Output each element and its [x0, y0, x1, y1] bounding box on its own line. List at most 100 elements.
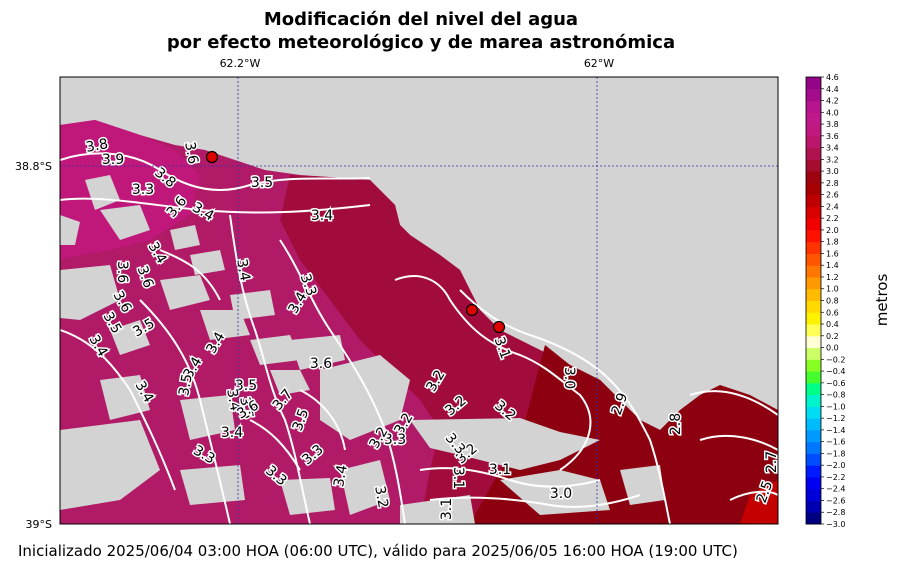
colorbar-tick-label: 1.8 [826, 238, 839, 247]
contour-label: 3.5 [235, 378, 257, 394]
chart-title: Modificación del nivel del agua por efec… [0, 8, 842, 54]
colorbar-tick-label: −2.2 [826, 473, 845, 482]
title-line-1: Modificación del nivel del agua [263, 9, 579, 30]
colorbar-tick-label: 1.2 [826, 273, 839, 282]
colorbar-segment [806, 312, 821, 325]
colorbar-tick-label: 4.0 [826, 108, 839, 117]
contour-label: 3.5 [236, 396, 256, 421]
lat-tick-2: 39°S [26, 518, 52, 531]
colorbar-segment [806, 382, 821, 396]
gridlines [60, 77, 778, 524]
lon-tick-2: 62°W [584, 57, 614, 70]
contour-label: 3.1 [450, 467, 466, 489]
map-frame [59, 76, 779, 525]
colorbar-segment [806, 218, 821, 231]
contour-label: 3.1 [489, 462, 511, 478]
land-blocks [60, 77, 778, 524]
colorbar-ticks: 4.6 4.4 4.2 4.0 3.8 3.6 3.4 3.2 3.0 2.8 2.6 2.4 2.2 2… [821, 73, 845, 529]
colorbar-tick-label: 0.2 [826, 332, 839, 341]
contour-label: 3.0 [550, 486, 572, 502]
colorbar-tick-label: −1.0 [826, 402, 845, 411]
water-region-northwest [60, 120, 200, 260]
colorbar-tick-label: 2.6 [826, 191, 839, 200]
colorbar-tick-label: 0.0 [826, 344, 839, 353]
colorbar-segment [806, 371, 821, 384]
colorbar-tick-label: −0.8 [826, 391, 845, 400]
colorbar-segment [806, 347, 821, 360]
colorbar-segment [806, 465, 821, 478]
contour-label: 3.4 [311, 208, 333, 224]
colorbar-segment [806, 418, 821, 431]
contour-label: 3.0 [561, 367, 577, 389]
colorbar-segment [806, 206, 821, 219]
colorbar-tick-label: −1.2 [826, 414, 845, 423]
contour-label: 3.4 [221, 425, 243, 441]
colorbar-tick-label: −3.0 [826, 520, 845, 529]
colorbar-tick-label: −2.6 [826, 496, 845, 505]
colorbar-tick-label: 1.4 [826, 261, 839, 270]
colorbar-segment [806, 159, 821, 172]
colorbar-segment [806, 88, 821, 102]
colorbar-tick-label: 4.4 [826, 85, 839, 94]
colorbar-segment [806, 488, 821, 501]
contour-lines [60, 152, 778, 524]
colorbar-segment [806, 512, 821, 525]
colorbar-tick-label: 3.8 [826, 120, 839, 129]
station-marker-3[interactable] [492, 320, 506, 334]
title-line-2: por efecto meteorológico y de marea astr… [166, 32, 676, 53]
colorbar-segment [806, 500, 821, 513]
contour-label: 3.6 [114, 261, 130, 283]
colorbar-segment [806, 77, 821, 90]
contour-label: 3.6 [310, 356, 332, 372]
colorbar-tick-label: −0.4 [826, 367, 845, 376]
colorbar-segment [806, 194, 821, 207]
validity-caption: Inicializado 2025/06/04 03:00 HOA (06:00… [18, 542, 738, 560]
lat-tick-1: 38.8°S [15, 160, 52, 173]
colorbar-label: metros [873, 274, 891, 327]
colorbar-tick-label: −2.0 [826, 461, 845, 470]
station-marker-1[interactable] [205, 150, 219, 164]
colorbar-segment [806, 476, 821, 490]
colorbar-segment [806, 241, 821, 254]
station-marker-2[interactable] [465, 303, 479, 317]
colorbar-segment [806, 100, 821, 113]
colorbar-segment [806, 429, 821, 443]
colorbar-tick-label: 3.0 [826, 167, 839, 176]
colorbar-segment [806, 324, 821, 337]
contour-label: 3.1 [439, 498, 455, 520]
contour-label: 3.3 [384, 432, 406, 448]
colorbar-segment [806, 359, 821, 372]
colorbar-segment [806, 300, 821, 313]
colorbar-tick-label: 1.0 [826, 285, 839, 294]
contour-label: 3.4 [233, 258, 253, 283]
colorbar-segment [806, 229, 821, 243]
colorbar-segment [806, 335, 821, 349]
colorbar [805, 76, 822, 525]
contour-label: 3.2 [371, 485, 391, 510]
contour-label: 3.9 [102, 152, 124, 168]
contour-label: 3.8 [85, 136, 110, 156]
station-markers [205, 150, 506, 334]
colorbar-segment [806, 112, 821, 125]
contour-label: 3.6 [181, 141, 201, 166]
colorbar-segment [806, 182, 821, 196]
contour-label: 3.4 [331, 464, 351, 489]
lon-tick-1: 62.2°W [220, 57, 261, 70]
colorbar-segment [806, 147, 821, 160]
colorbar-tick-label: −0.6 [826, 379, 845, 388]
colorbar-tick-label: −0.2 [826, 355, 845, 364]
colorbar-tick-label: −1.8 [826, 449, 845, 458]
contour-label: 2.8 [668, 413, 684, 435]
contour-label: 3.3 [132, 182, 154, 198]
colorbar-tick-label: −1.6 [826, 438, 845, 447]
colorbar-segment [806, 394, 821, 407]
colorbar-tick-label: 4.6 [826, 73, 839, 82]
colorbar-tick-label: −2.4 [826, 485, 845, 494]
colorbar-segment [806, 124, 821, 137]
colorbar-segment [806, 253, 821, 266]
colorbar-tick-label: −1.4 [826, 426, 845, 435]
contour-label: 3.5 [251, 175, 273, 191]
colorbar-tick-label: 0.6 [826, 308, 839, 317]
colorbar-segment [806, 441, 821, 454]
